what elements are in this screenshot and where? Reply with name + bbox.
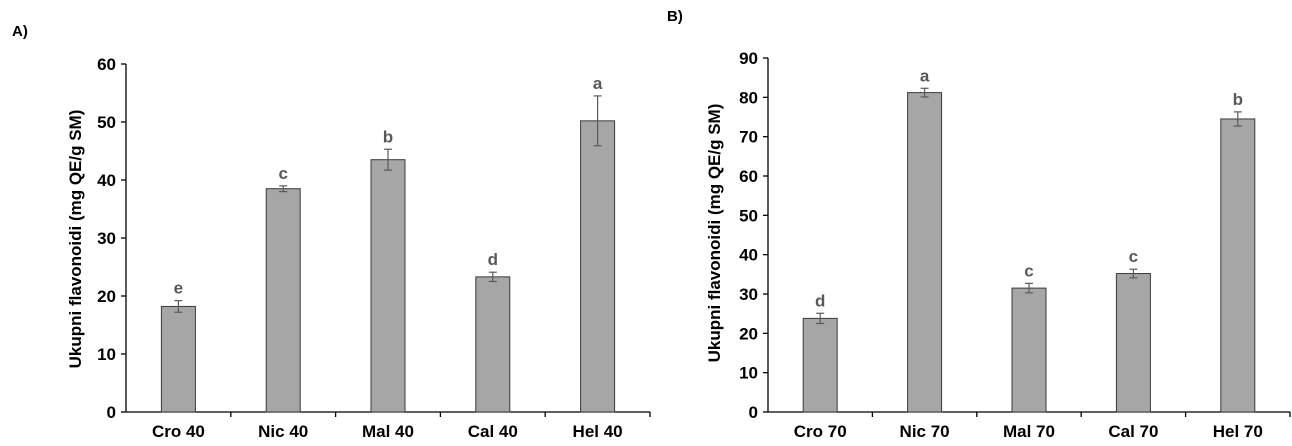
x-category-label: Mal 40	[362, 422, 414, 441]
bar	[160, 305, 196, 413]
significance-label: c	[1024, 261, 1033, 280]
bar	[1220, 118, 1256, 413]
chart-panel-a: A) Ukupni flavonoidi (mg QE/g SM) 0 10 20 3…	[12, 23, 651, 441]
significance-label: d	[488, 250, 498, 269]
y-tick-label: 60	[739, 167, 758, 186]
y-tick-label: 70	[739, 128, 758, 147]
y-tick-label: 50	[97, 113, 116, 132]
y-tick-label: 20	[97, 287, 116, 306]
chart-panel-b: B) Ukupni flavonoidi (mg QE/g SM) 0 10 20 3…	[667, 8, 1291, 441]
y-tick-label: 10	[97, 345, 116, 364]
significance-label: b	[1233, 90, 1243, 109]
significance-label: a	[593, 74, 603, 93]
y-tick-label: 60	[97, 55, 116, 74]
bar	[907, 92, 943, 413]
bar	[802, 317, 838, 413]
x-category-label: Mal 70	[1003, 422, 1055, 441]
y-axis-title-b: Ukupni flavonoidi (mg QE/g SM)	[705, 104, 724, 363]
bar	[580, 120, 616, 413]
y-tick-label: 0	[749, 403, 758, 422]
x-category-label: Hel 70	[1213, 422, 1263, 441]
significance-label: b	[383, 127, 393, 146]
significance-label: c	[278, 164, 287, 183]
y-tick-label: 80	[739, 88, 758, 107]
plot-area-b: 0 10 20 30 40 50 60 70 80 90 d Cro 70 a Nic 70 c Mal 70…	[739, 49, 1291, 441]
y-tick-label: 50	[739, 206, 758, 225]
significance-label: c	[1129, 247, 1138, 266]
panel-label-a: A)	[12, 23, 28, 40]
y-tick-label: 20	[739, 324, 758, 343]
y-tick-label: 40	[739, 246, 758, 265]
y-tick-label: 90	[739, 49, 758, 68]
significance-label: d	[815, 291, 825, 310]
x-category-label: Cal 40	[468, 422, 518, 441]
bar	[475, 276, 511, 413]
x-category-label: Nic 40	[258, 422, 308, 441]
x-category-label: Cro 70	[794, 422, 847, 441]
y-tick-label: 10	[739, 364, 758, 383]
y-tick-label: 0	[107, 403, 116, 422]
significance-label: e	[174, 279, 183, 298]
panel-label-b: B)	[667, 8, 683, 25]
bar	[370, 159, 406, 413]
x-category-label: Hel 40	[573, 422, 623, 441]
x-category-label: Cal 70	[1108, 422, 1158, 441]
bar	[265, 188, 301, 413]
y-tick-label: 30	[739, 285, 758, 304]
y-axis-title-a: Ukupni flavonoidi (mg QE/g SM)	[66, 110, 85, 369]
y-tick-label: 40	[97, 171, 116, 190]
plot-area-a: 0 10 20 30 40 50 60 e Cro 40 c Nic 40 b Mal 40 d Cal 4…	[97, 55, 651, 441]
x-category-label: Cro 40	[152, 422, 205, 441]
bar	[1011, 287, 1047, 413]
significance-label: a	[920, 66, 930, 85]
y-tick-label: 30	[97, 229, 116, 248]
x-category-label: Nic 70	[900, 422, 950, 441]
bar	[1115, 273, 1151, 413]
